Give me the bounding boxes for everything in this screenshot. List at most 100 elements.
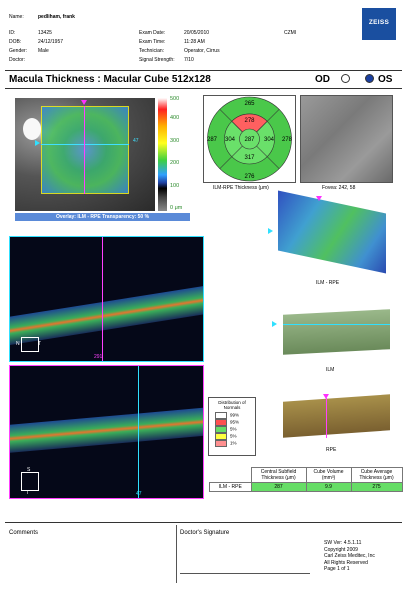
os-label: OS <box>378 74 393 85</box>
legend-label: 99% <box>230 412 240 418</box>
table-row-label: ILM - RPE <box>209 482 252 492</box>
etdrs-panel <box>203 95 296 183</box>
rights: All Rights Reserved <box>324 559 368 566</box>
signal-strength: 7/10 <box>184 57 194 63</box>
doctor-label: Doctor: <box>9 57 26 63</box>
ilm-scan-line <box>283 324 390 325</box>
etdrs-outer-right: 278 <box>282 137 293 143</box>
scan-line-horizontal <box>41 144 129 145</box>
scale-tick: 200 <box>170 160 180 166</box>
page-title: Macula Thickness : Macular Cube 512x128 <box>9 74 211 85</box>
scan-position-line <box>138 366 139 498</box>
si-label-s: S <box>27 467 31 473</box>
name-label: Name: <box>9 14 24 20</box>
od-label: OD <box>315 74 330 85</box>
legend-swatch <box>215 433 227 440</box>
etdrs-label: ILM-RPE Thickness (μm) <box>213 185 269 191</box>
scale-tick: 0 μm <box>170 205 183 211</box>
bscan-vertical: 47 S I <box>9 365 204 499</box>
technician-label: Technician: <box>139 48 165 54</box>
fovea-image <box>300 95 393 183</box>
rpe-scan-line <box>326 398 327 438</box>
etdrs-outer-left: 287 <box>207 137 218 143</box>
etdrs-inner-left: 304 <box>225 137 236 143</box>
bscan2-marker: 47 <box>136 491 142 497</box>
legend-swatch <box>215 412 227 419</box>
fundus-marker: 47 <box>133 138 139 144</box>
cyan-arrow-icon <box>272 321 277 327</box>
magenta-arrow-icon <box>323 394 329 399</box>
etdrs-inner-bottom: 317 <box>244 155 255 161</box>
legend-swatch <box>215 440 227 447</box>
fundus-image: 47 <box>15 98 155 211</box>
scan-line-vertical <box>84 106 85 194</box>
etdrs-outer-top: 265 <box>244 101 255 107</box>
legend-item: 95% <box>215 419 253 426</box>
id-label: ID: <box>9 30 16 36</box>
exam-date: 20/05/2010 <box>184 30 210 36</box>
thickness-color-scale <box>158 98 167 211</box>
si-label-i: I <box>27 490 29 496</box>
scan-position-line <box>102 237 103 361</box>
table-cell: 287 <box>250 482 307 492</box>
legend-label: 5% <box>230 426 237 432</box>
surface-ilm-rpe <box>278 190 386 274</box>
retina-layer <box>10 406 203 454</box>
exam-time: 11:28 AM <box>184 39 205 45</box>
nt-label-n: N <box>16 341 20 347</box>
orientation-box <box>21 472 39 491</box>
technician: Operator, Cirrus <box>184 48 220 54</box>
footer-divider <box>5 522 402 523</box>
table-cell: 275 <box>350 482 403 492</box>
thickness-overlay <box>41 106 129 194</box>
table-header: Cube Volume (mm³) <box>305 467 352 483</box>
bscan1-marker: 291 <box>94 354 103 360</box>
signal-label: Signal Strength: <box>139 57 175 63</box>
fovea-label: Fovea: 242, 58 <box>322 185 356 191</box>
site-code: CZMI <box>284 30 297 36</box>
legend-swatch <box>215 419 227 426</box>
etdrs-inner-right: 304 <box>264 137 275 143</box>
surface-ilm <box>283 309 390 355</box>
signature-line <box>180 573 310 574</box>
comments-label: Comments <box>9 530 39 536</box>
scale-tick: 500 <box>170 96 180 102</box>
table-cell: 9.9 <box>305 482 352 492</box>
table-row: ILM - RPE 287 9.9 275 <box>209 482 403 492</box>
signature-label: Doctor's Signature <box>180 530 230 536</box>
magenta-arrow-icon <box>316 196 322 201</box>
bscan-horizontal: 291 N T <box>9 236 204 362</box>
legend-item: 99% <box>215 412 253 419</box>
dob-label: DOB: <box>9 39 22 45</box>
gender-label: Gender: <box>9 48 28 54</box>
zeiss-logo: ZEISS <box>362 8 396 40</box>
exam-time-label: Exam Time: <box>139 39 166 45</box>
distribution-legend: Distribution of Normals 99% 95% 5% 5% 1% <box>208 397 256 456</box>
scale-tick: 100 <box>170 183 180 189</box>
distribution-title: Distribution of Normals <box>218 400 246 410</box>
software-info: SW Ver: 4.5.1.11 Copyright 2009 Carl Zei… <box>324 540 375 573</box>
magenta-arrow-icon <box>81 100 87 105</box>
scale-tick: 300 <box>170 138 180 144</box>
legend-item: 5% <box>215 433 253 440</box>
cyan-arrow-icon <box>35 140 40 146</box>
cyan-arrow-icon <box>268 228 273 234</box>
legend-swatch <box>215 426 227 433</box>
results-table: Central Subfield Thickness (μm) Cube Vol… <box>209 467 403 492</box>
company: Carl Zeiss Meditec, Inc <box>324 553 375 559</box>
surface-rpe <box>283 394 390 438</box>
overlay-caption: Overlay: ILM - RPE Transparency: 50 % <box>15 213 190 221</box>
nt-label-t: T <box>38 341 42 347</box>
patient-name: pedliham, frank <box>38 14 75 20</box>
od-radio <box>341 74 350 83</box>
scale-tick: 400 <box>170 115 180 121</box>
etdrs-inner-top: 278 <box>244 118 255 124</box>
title-bar: Macula Thickness : Macular Cube 512x128 … <box>5 70 402 89</box>
legend-item: 5% <box>215 426 253 433</box>
etdrs-grid: 265 287 278 276 278 304 304 317 287 <box>207 96 293 182</box>
sw-version: SW Ver: 4.5.1.11 <box>324 540 362 546</box>
os-radio <box>365 74 374 83</box>
page-number: Page 1 of 1 <box>324 566 350 572</box>
table-header-row: Central Subfield Thickness (μm) Cube Vol… <box>210 467 403 483</box>
surface-bot-label: RPE <box>326 447 337 453</box>
